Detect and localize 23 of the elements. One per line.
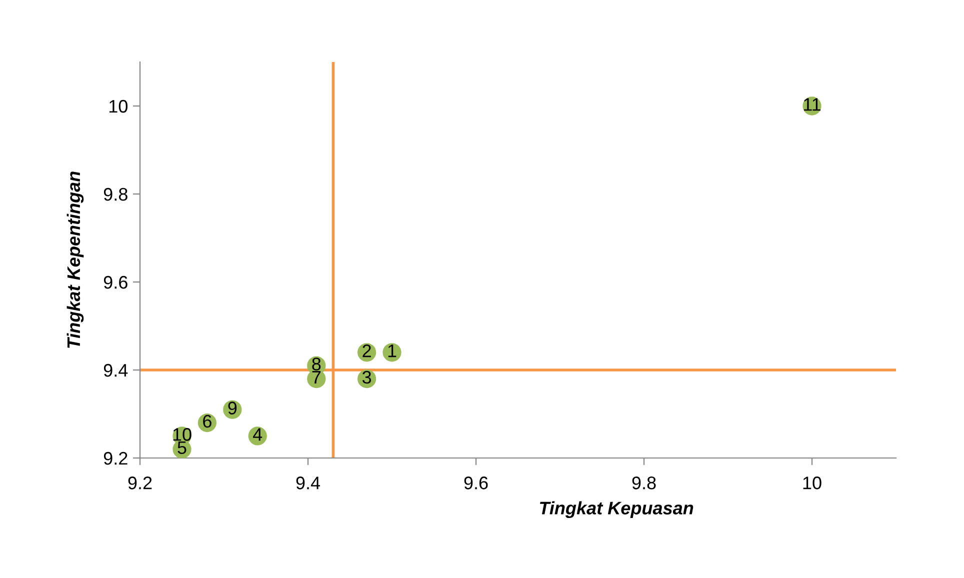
x-tick-label: 9.6 (464, 476, 488, 490)
y-tick-label: 9.8 (104, 188, 128, 201)
annotation: 4 (252, 428, 262, 441)
y-tick-label: 9.6 (104, 276, 128, 289)
x-tick-label: 9.8 (632, 476, 656, 490)
x-axis-title: Tingkat Kepuasan (540, 501, 694, 518)
annotation: 2 (362, 344, 371, 358)
annotation: 1 (388, 344, 396, 358)
x-tick-label: 9.2 (128, 476, 152, 490)
annotation: 10 (173, 428, 192, 441)
annotation: 7 (312, 371, 321, 384)
annotation: 9 (228, 402, 237, 414)
annotation: 5 (178, 441, 186, 454)
annotation: 3 (362, 370, 372, 384)
y-tick-label: 9.2 (104, 452, 128, 465)
annotation: 11 (804, 98, 820, 111)
y-axis-title: Tingkat Kepentingan (66, 172, 84, 348)
annotation: 6 (203, 414, 212, 428)
annotation: 8 (312, 358, 321, 370)
y-tick-label: 10 (109, 100, 128, 113)
y-tick-label: 9.4 (104, 364, 128, 377)
x-tick-label: 9.4 (296, 476, 320, 490)
x-tick-label: 10 (803, 476, 822, 490)
